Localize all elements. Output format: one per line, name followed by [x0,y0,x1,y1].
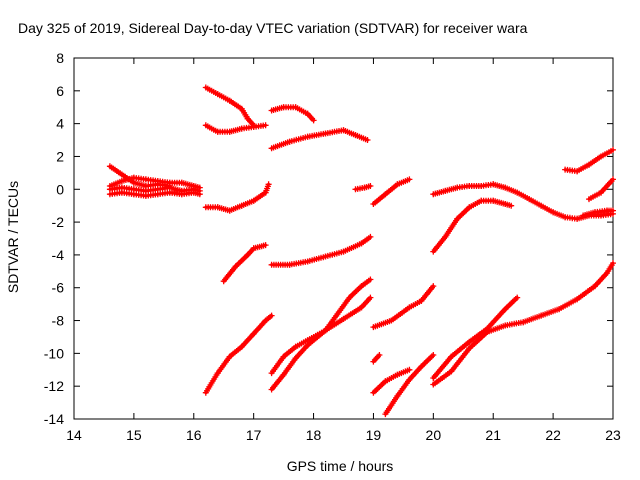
data-point [310,117,317,124]
y-tick-label: 6 [56,83,64,99]
data-series [202,312,275,396]
data-point [367,294,374,301]
x-axis: 14 15 16 17 18 19 20 21 22 23 [66,58,621,443]
data-series [268,233,374,268]
data-series [370,283,437,331]
x-tick-label: 18 [306,427,322,443]
data-series [268,276,374,393]
data-point [262,242,269,249]
data-point [430,352,437,358]
data-point [508,202,515,209]
data-point [367,183,374,189]
x-tick-label: 21 [485,427,501,443]
data-point [610,146,616,153]
data-point [268,312,275,319]
x-tick-label: 16 [186,427,202,443]
data-series [580,207,616,219]
y-tick-label: -12 [44,378,64,394]
x-axis-label: GPS time / hours [287,458,394,474]
y-tick-label: -8 [52,313,65,329]
x-tick-label: 19 [366,427,382,443]
data-point [265,181,272,188]
data-point [514,294,521,301]
series-trace [371,284,435,329]
data-point [406,176,413,183]
data-series [430,260,616,388]
y-tick-label: 8 [56,50,64,66]
data-point [367,233,374,240]
x-tick-label: 20 [426,427,442,443]
data-point [376,352,383,358]
data-layer [106,84,616,418]
data-series [352,183,374,193]
data-series [268,127,371,152]
x-tick-label: 15 [126,427,142,443]
data-point [166,183,173,189]
data-series [382,352,437,418]
plot-border [73,57,614,420]
y-tick-label: -6 [52,280,65,296]
data-series [106,163,173,189]
data-point [196,191,203,198]
data-point [430,283,437,290]
data-point [262,122,269,129]
data-series [586,176,616,203]
data-series [220,242,269,285]
y-tick-label: -2 [52,214,65,230]
data-series [202,122,269,135]
y-tick-label: 2 [56,148,64,164]
data-series [430,197,515,255]
x-tick-label: 23 [605,427,621,443]
chart-title: Day 325 of 2019, Sidereal Day-to-day VTE… [18,20,528,36]
data-series [370,352,383,365]
plot-frame [73,57,614,420]
data-point [610,207,616,214]
data-series [370,176,413,207]
data-series [370,366,413,396]
data-point [364,137,371,143]
x-tick-label: 22 [545,427,561,443]
x-tick-label: 14 [66,427,82,443]
data-series [202,181,272,214]
y-axis: -14 -12 -10 -8 -6 -4 -2 0 2 4 6 8 [44,50,613,427]
data-point [367,276,374,283]
y-tick-label: 4 [56,116,64,132]
y-tick-label: -4 [52,247,65,263]
data-series [106,189,203,199]
data-series [268,104,317,124]
series-trace [431,199,513,254]
y-tick-label: 0 [56,181,64,197]
y-tick-label: -14 [44,411,64,427]
y-tick-label: -10 [44,345,64,361]
data-series [562,146,616,175]
data-series [202,84,257,129]
data-point [406,366,413,373]
y-axis-label: SDTVAR / TECUs [5,181,21,293]
data-series [430,294,521,381]
data-point [610,260,616,267]
x-tick-label: 17 [246,427,262,443]
data-point [610,176,616,183]
